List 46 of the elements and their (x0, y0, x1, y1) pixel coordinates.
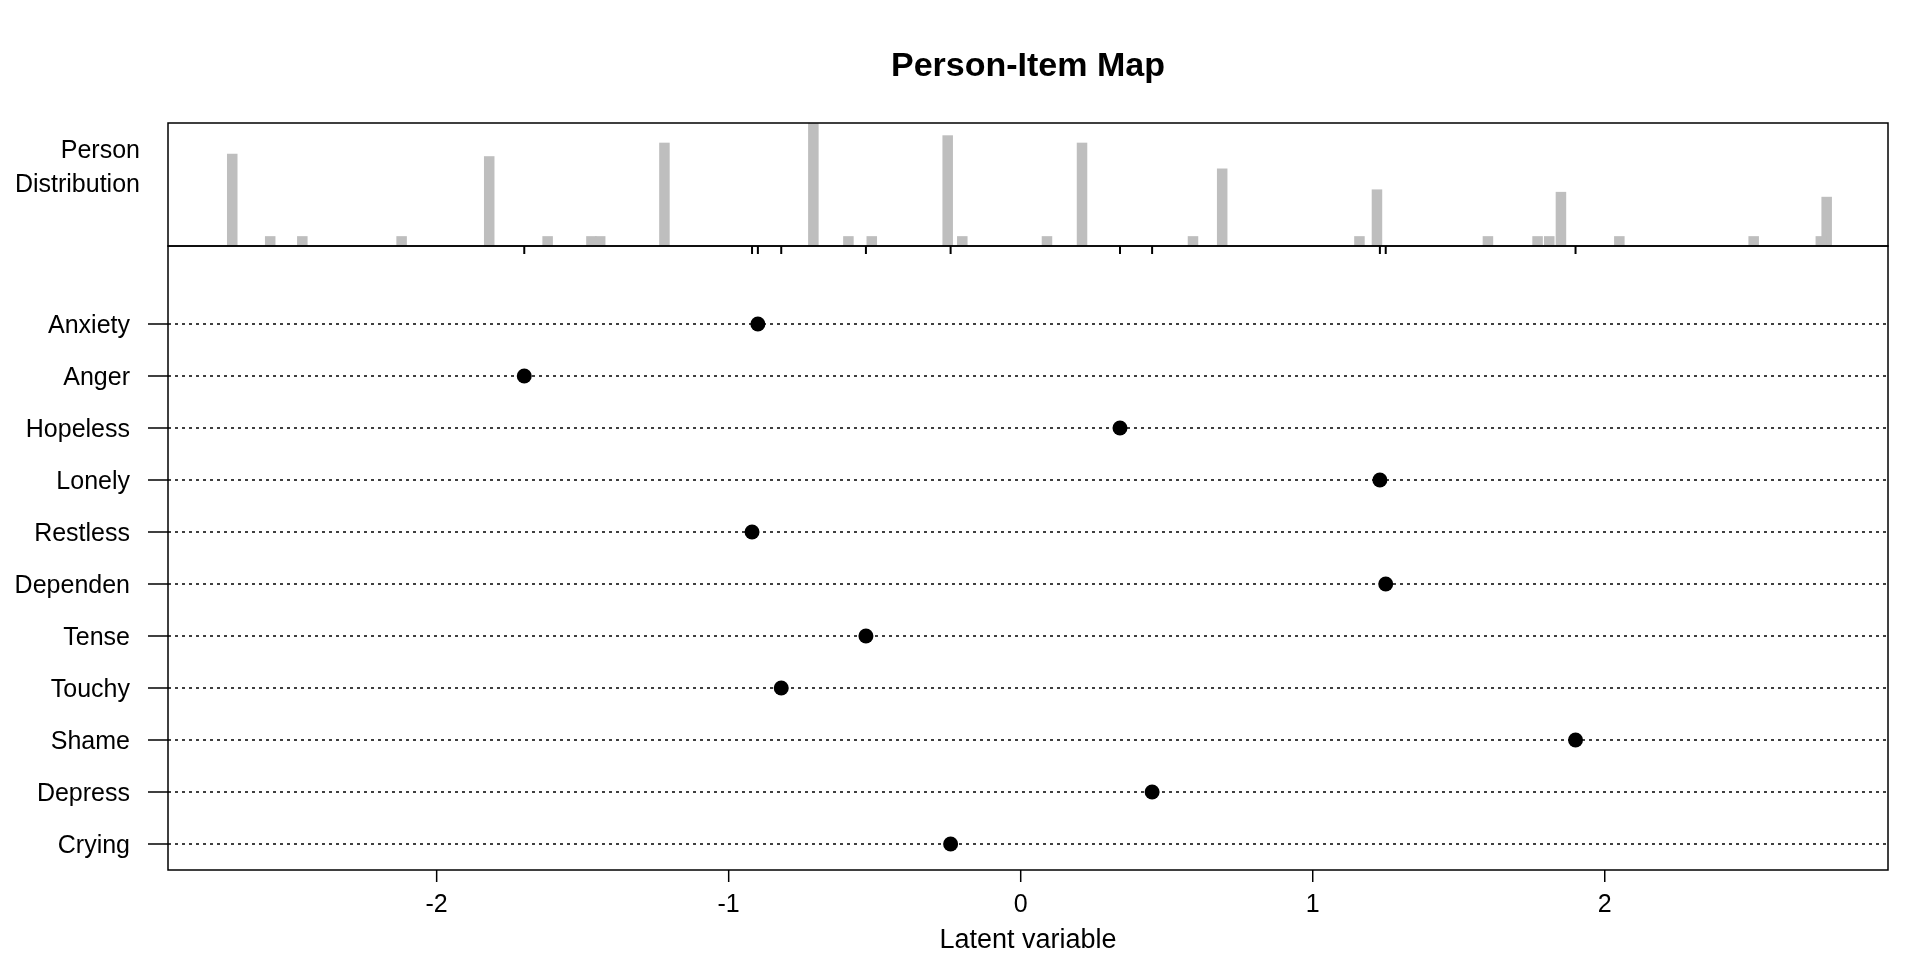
bar (808, 123, 819, 246)
y-axis-title: Person Distribution (14, 135, 140, 197)
point (773, 680, 789, 696)
x-tick-label: 2 (1597, 889, 1612, 917)
y-tick-label: Tense (63, 622, 130, 650)
point (858, 628, 874, 644)
bar (1354, 236, 1365, 246)
y-tick-label: Crying (57, 830, 130, 858)
bar (396, 236, 407, 246)
y-tick-label: Anger (63, 362, 130, 390)
point (1112, 420, 1128, 436)
x-axis-title: Latent variable (939, 924, 1117, 954)
x-tick-label: 0 (1013, 889, 1028, 917)
y-tick-label: Shame (50, 726, 130, 754)
bar (1614, 236, 1625, 246)
y-tick-label: Hopeless (25, 414, 130, 442)
bar (226, 153, 238, 246)
point (1144, 784, 1160, 800)
bar (1748, 236, 1759, 246)
y-tick-label: Dependen (14, 570, 130, 598)
y-tick-label: Restless (34, 518, 130, 546)
y-tick-label: Touchy (50, 674, 131, 702)
y-tick-label: Lonely (56, 466, 131, 494)
point (1378, 576, 1394, 592)
point (750, 316, 766, 332)
bar (942, 135, 953, 246)
bar (483, 156, 495, 246)
point (943, 836, 959, 852)
y-tick-label: Anxiety (48, 310, 131, 338)
bar (1216, 168, 1228, 246)
bar (297, 236, 308, 246)
x-tick-label: -1 (717, 889, 740, 917)
bar (957, 236, 968, 246)
bar (542, 236, 553, 246)
x-tick-label: 1 (1305, 889, 1320, 917)
point (1568, 732, 1584, 748)
x-tick-label: -2 (425, 889, 448, 917)
bar (1076, 142, 1088, 246)
point (744, 524, 760, 540)
point (1372, 472, 1388, 488)
point (516, 368, 532, 384)
chart-title: Person-Item Map (891, 45, 1165, 83)
bar (1371, 189, 1383, 246)
bar (843, 236, 854, 246)
bar (659, 142, 670, 246)
y-tick-label: Depress (36, 778, 130, 806)
